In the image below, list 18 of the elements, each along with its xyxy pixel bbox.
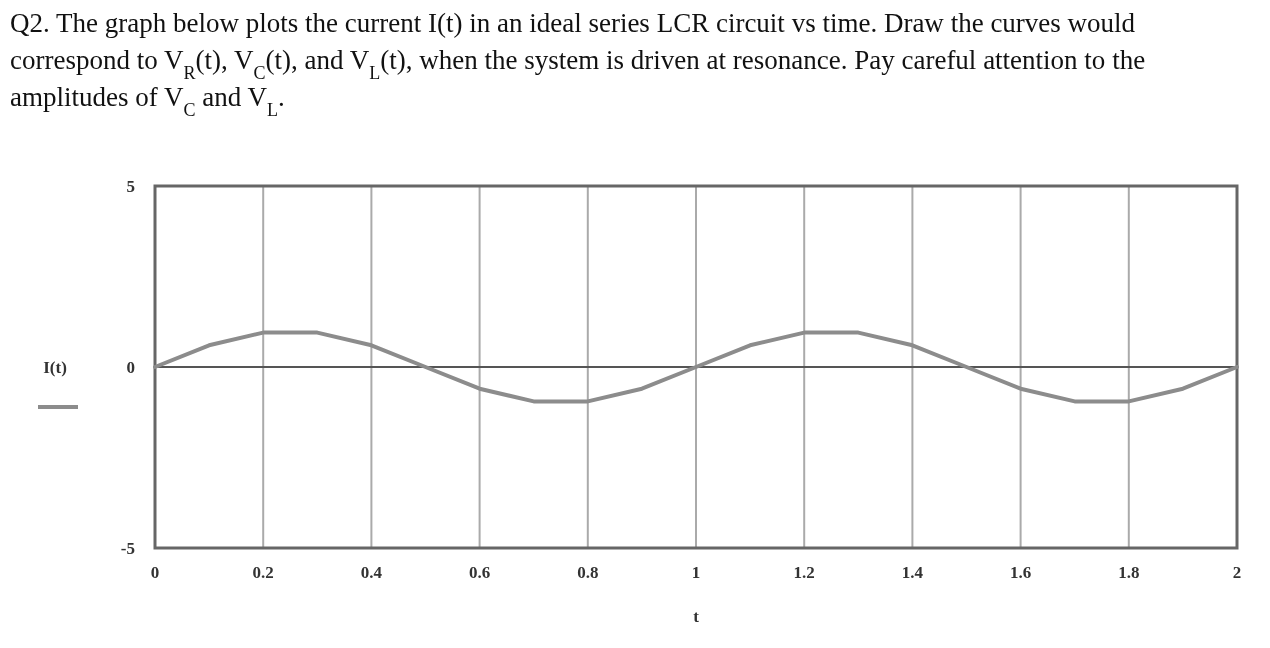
x-tick-label: 0.2 <box>252 563 274 582</box>
x-axis-title: t <box>693 607 700 626</box>
x-tick-label: 2 <box>1232 563 1242 582</box>
x-tick-label: 1 <box>691 563 701 582</box>
x-tick-label: 1.8 <box>1118 563 1140 582</box>
line-series <box>153 330 1239 404</box>
x-tick-label: 0.8 <box>577 563 599 582</box>
x-tick-label: 0 <box>150 563 160 582</box>
text: I(t) <box>43 358 67 377</box>
x-tick-label: 1.4 <box>901 563 924 582</box>
x-tick-label: 1.6 <box>1009 563 1032 582</box>
y-tick-label: 0 <box>126 358 135 377</box>
y-tick-label: -5 <box>120 539 135 558</box>
x-tick-label: 1.2 <box>793 563 815 582</box>
x-tick-label: 0.4 <box>360 563 383 582</box>
y-tick-label: 5 <box>126 177 135 196</box>
chart-title: Q2. The graph below plots the current I(t) in an ideal series LCR circuit vs time. Draw the curves would correspond to V$_{R}$(t), V$_{C}$(t), and V$_{L}$(t), when the system is driven at resonance. Pay careful attention to the amplitudes of V$_{C}$ and V$_{L}$. <box>10 8 1146 120</box>
x-tick-label: 0.6 <box>468 563 491 582</box>
